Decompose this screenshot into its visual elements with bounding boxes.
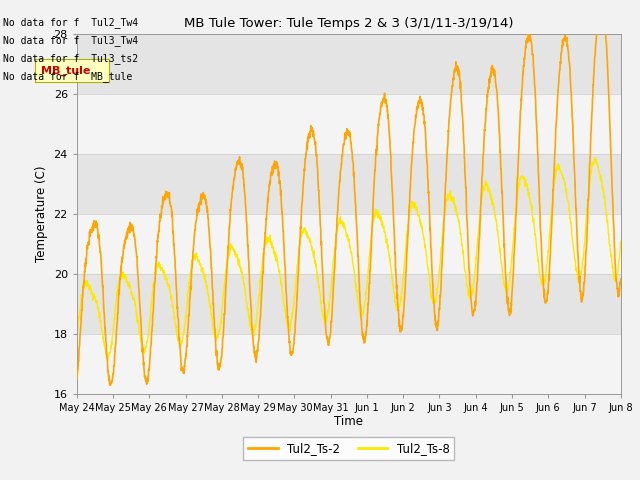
- Tul2_Ts-2: [323, 336, 331, 341]
- Tul2_Ts-8: [100, 344, 108, 349]
- Bar: [77, 154, 621, 214]
- Tul2_Ts-8: [591, 155, 598, 161]
- Text: No data for f  MB_tule: No data for f MB_tule: [3, 72, 132, 83]
- Tul2_Ts-8: [338, 219, 346, 225]
- Tul2_Ts-8: [602, 204, 609, 209]
- Title: MB Tule Tower: Tule Temps 2 & 3 (3/1/11-3/19/14): MB Tule Tower: Tule Temps 2 & 3 (3/1/11-…: [184, 17, 513, 30]
- Bar: [77, 34, 621, 94]
- Text: No data for f  Tul3_Tw4: No data for f Tul3_Tw4: [3, 35, 138, 46]
- Line: Tul2_Ts-8: Tul2_Ts-8: [77, 158, 621, 361]
- Bar: [77, 94, 621, 154]
- Tul2_Ts-2: [73, 374, 81, 380]
- Tul2_Ts-2: [106, 382, 113, 388]
- Bar: [77, 334, 621, 394]
- Text: No data for f  Tul2_Tw4: No data for f Tul2_Tw4: [3, 17, 138, 28]
- Tul2_Ts-2: [602, 28, 609, 34]
- Bar: [77, 274, 621, 334]
- Tul2_Ts-8: [323, 312, 331, 318]
- Legend: Tul2_Ts-2, Tul2_Ts-8: Tul2_Ts-2, Tul2_Ts-8: [243, 437, 454, 460]
- Tul2_Ts-8: [602, 200, 609, 206]
- Tul2_Ts-2: [617, 276, 625, 282]
- Tul2_Ts-2: [338, 161, 346, 167]
- Tul2_Ts-2: [597, 0, 605, 4]
- Tul2_Ts-8: [617, 238, 625, 244]
- Tul2_Ts-2: [100, 316, 108, 322]
- Tul2_Ts-8: [73, 335, 81, 341]
- Tul2_Ts-8: [502, 286, 509, 292]
- Line: Tul2_Ts-2: Tul2_Ts-2: [77, 1, 621, 385]
- Tul2_Ts-2: [502, 270, 509, 276]
- Text: No data for f  Tul3_ts2: No data for f Tul3_ts2: [3, 53, 138, 64]
- Tul2_Ts-8: [104, 358, 111, 364]
- X-axis label: Time: Time: [334, 415, 364, 429]
- Text: MB_tule: MB_tule: [41, 66, 90, 76]
- Tul2_Ts-2: [602, 28, 609, 34]
- Bar: [77, 214, 621, 274]
- Y-axis label: Temperature (C): Temperature (C): [35, 165, 48, 262]
